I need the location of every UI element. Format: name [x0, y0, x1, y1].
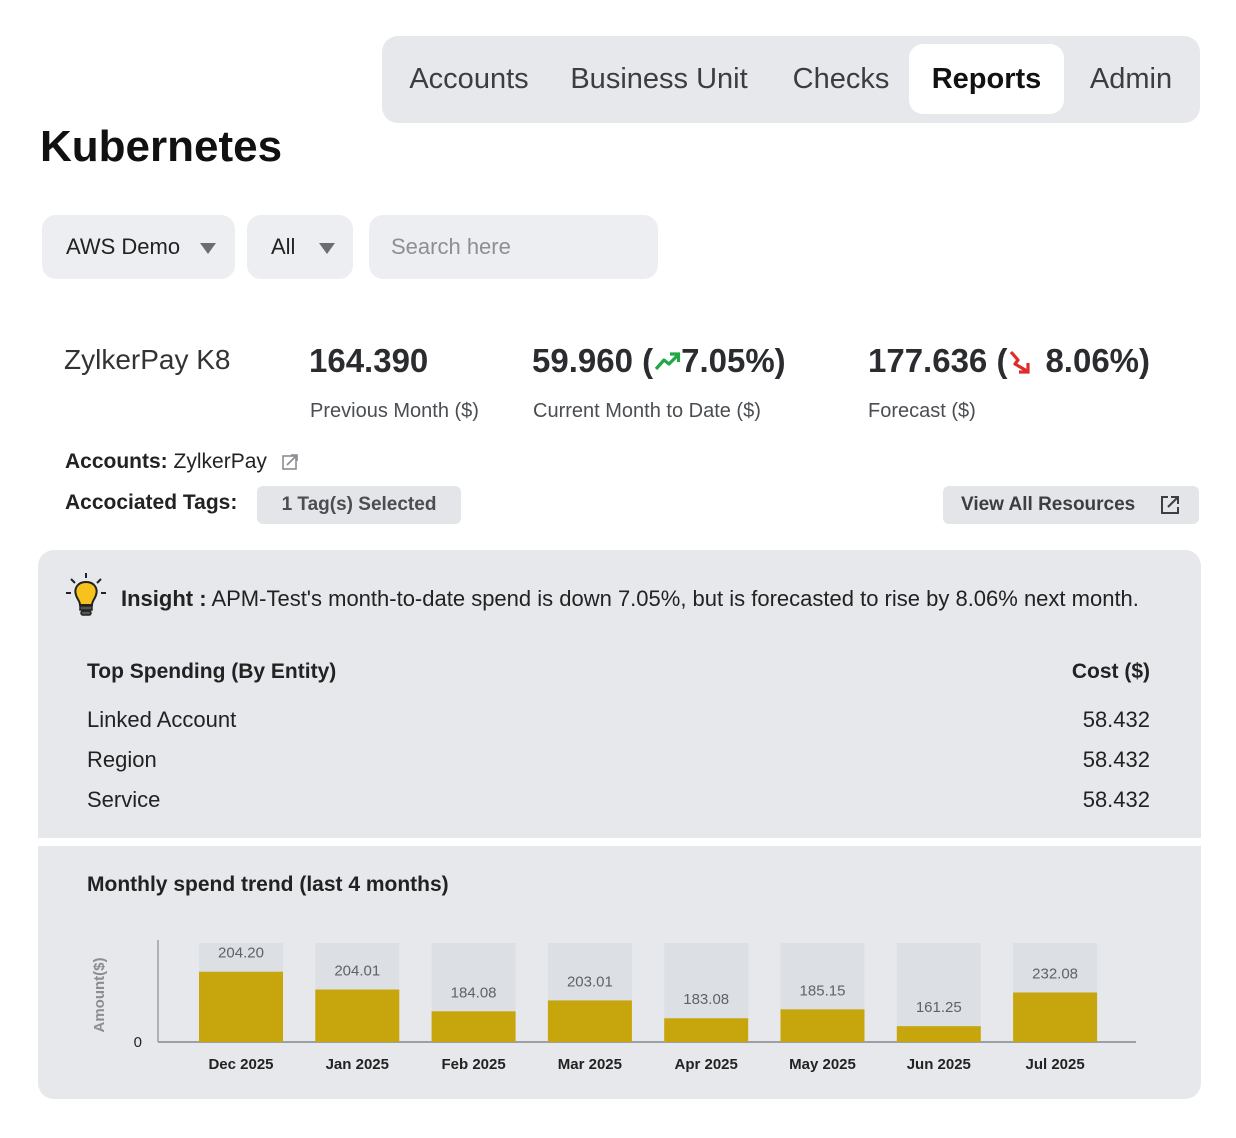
tab-checks[interactable]: Checks — [792, 63, 890, 95]
current-month-value: 59.960 ( 7.05%) — [532, 342, 786, 380]
x-tick-label: May 2025 — [789, 1056, 856, 1073]
tab-accounts[interactable]: Accounts — [409, 63, 529, 95]
bar-value-label: 232.08 — [1032, 966, 1078, 983]
search-input[interactable] — [369, 215, 658, 279]
bar-track — [896, 943, 981, 1042]
tab-admin[interactable]: Admin — [1089, 63, 1173, 95]
insight-message: APM-Test's month-to-date spend is down 7… — [211, 586, 1139, 611]
insight-text: Insight : APM-Test's month-to-date spend… — [121, 586, 1139, 612]
bar-value-label: 203.01 — [567, 973, 613, 990]
x-tick-label: Jun 2025 — [907, 1056, 971, 1073]
trend-up-icon — [654, 352, 681, 371]
insight-label: Insight : — [121, 586, 207, 611]
top-spending-header: Top Spending (By Entity) — [87, 660, 337, 683]
view-all-resources-button[interactable]: View All Resources — [943, 486, 1199, 524]
view-all-resources-label: View All Resources — [961, 494, 1136, 515]
table-row-entity: Service — [87, 787, 161, 812]
tab-business-unit[interactable]: Business Unit — [570, 63, 748, 95]
scope-dropdown[interactable]: All — [247, 215, 353, 279]
current-month-amount: 59.960 ( — [532, 342, 654, 379]
x-tick-label: Mar 2025 — [558, 1056, 622, 1073]
external-link-icon — [1161, 496, 1179, 514]
forecast-value: 177.636 ( 8.06%) — [868, 342, 1150, 380]
x-tick-label: Dec 2025 — [208, 1056, 273, 1073]
bar-value-label: 183.08 — [683, 991, 729, 1008]
table-row-entity: Linked Account — [87, 707, 237, 732]
trend-title: Monthly spend trend (last 4 months) — [87, 873, 449, 896]
y-axis-label: Amount($) — [91, 958, 108, 1033]
bar — [547, 1000, 632, 1042]
forecast-amount: 177.636 ( — [868, 342, 1008, 379]
table-row-cost: 58.432 — [1082, 747, 1150, 772]
chevron-down-icon — [319, 243, 335, 254]
x-tick-label: Jul 2025 — [1025, 1056, 1084, 1073]
bar — [315, 989, 400, 1042]
bar-value-label: 204.01 — [334, 963, 380, 980]
accounts-row: Accounts: ZylkerPay — [65, 450, 299, 474]
account-dropdown-value: AWS Demo — [66, 234, 181, 259]
accounts-value[interactable]: ZylkerPay — [173, 450, 267, 473]
table-row-cost: 58.432 — [1082, 787, 1150, 812]
x-tick-label: Apr 2025 — [675, 1056, 738, 1073]
external-link-icon[interactable] — [281, 453, 299, 471]
accounts-label: Accounts: — [65, 450, 168, 473]
cost-header: Cost ($) — [1071, 660, 1150, 683]
bar-value-label: 184.08 — [451, 984, 497, 1001]
bar — [780, 1009, 865, 1042]
bar — [896, 1026, 981, 1042]
bar — [199, 971, 283, 1042]
forecast-label: Forecast ($) — [868, 400, 976, 422]
bar — [1013, 992, 1098, 1042]
bar — [664, 1018, 749, 1042]
insight-panel — [38, 550, 1201, 838]
x-tick-label: Jan 2025 — [326, 1056, 389, 1073]
cluster-name: ZylkerPay K8 — [64, 344, 231, 375]
bar-value-label: 185.15 — [800, 982, 846, 999]
bar-value-label: 161.25 — [916, 999, 962, 1016]
tags-selected-button[interactable]: 1 Tag(s) Selected — [257, 486, 461, 524]
tags-label: Accociated Tags: — [65, 491, 238, 514]
lightbulb-icon — [66, 573, 106, 616]
current-month-label: Current Month to Date ($) — [533, 400, 761, 422]
tab-reports[interactable]: Reports — [909, 44, 1064, 114]
y-tick-label: 0 — [134, 1034, 142, 1051]
tags-row: Accociated Tags: — [65, 491, 237, 515]
previous-month-value: 164.390 — [309, 342, 429, 379]
account-dropdown[interactable]: AWS Demo — [42, 215, 235, 279]
current-month-change: 7.05%) — [681, 342, 786, 379]
bar-value-label: 204.20 — [218, 945, 264, 962]
x-tick-label: Feb 2025 — [441, 1056, 505, 1073]
forecast-change: 8.06%) — [1045, 342, 1151, 379]
monthly-spend-chart: Amount($) 0 204.20 Dec 2025 204.01 Jan 2025 18… — [91, 940, 1136, 1073]
previous-month-label: Previous Month ($) — [310, 400, 479, 422]
page-title: Kubernetes — [40, 122, 283, 171]
scope-dropdown-value: All — [271, 234, 296, 259]
table-row-entity: Region — [87, 747, 157, 772]
table-row-cost: 58.432 — [1082, 707, 1150, 732]
top-nav: Accounts Business Unit Checks Reports Ad… — [382, 36, 1200, 123]
trend-down-icon — [1010, 350, 1031, 374]
chevron-down-icon — [200, 243, 216, 254]
bar — [431, 1011, 516, 1042]
